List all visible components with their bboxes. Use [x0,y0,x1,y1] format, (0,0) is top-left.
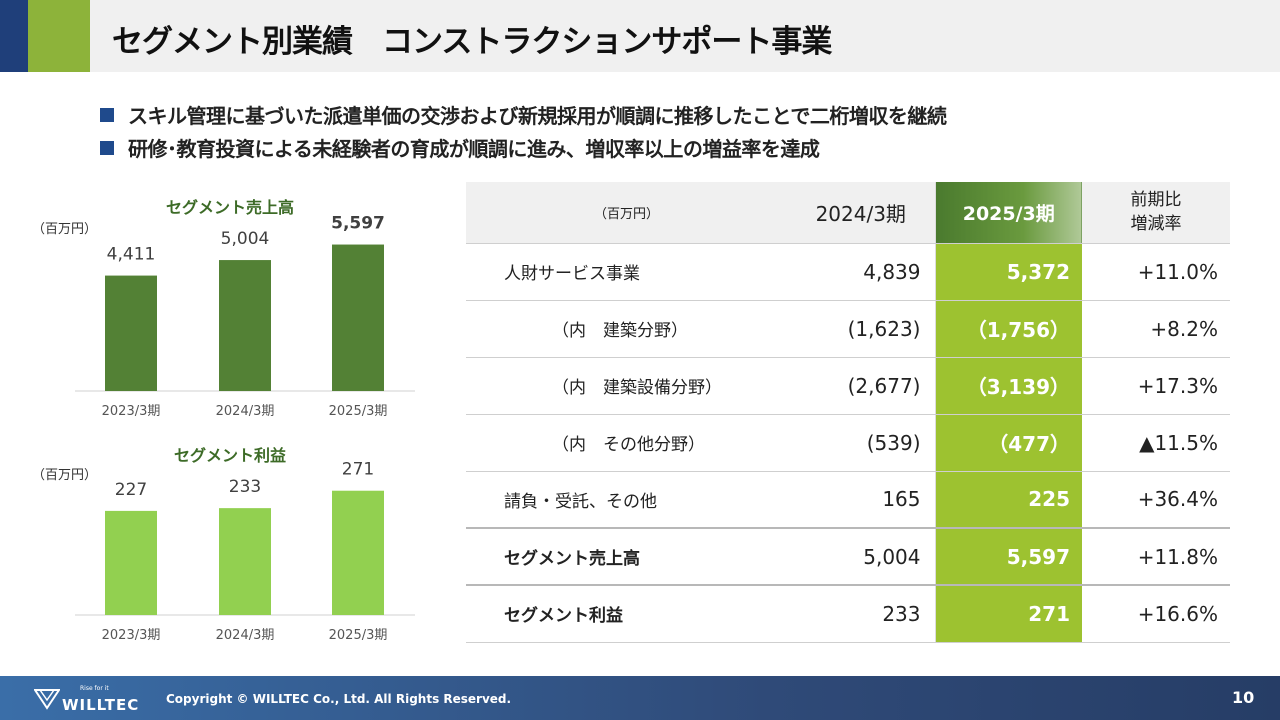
sales-chart-plot: 4,411 2023/3期 5,004 2024/3期 5,597 2025/3期 [75,214,415,419]
current-value: 271 [935,585,1082,643]
change-rate: +16.6% [1082,585,1230,643]
current-value: （1,756） [935,300,1082,358]
row-label: 請負・受託、その他 [466,471,787,529]
change-rate: ▲11.5% [1082,414,1230,472]
bar [105,510,157,615]
bar [219,508,271,615]
header-prev-period: 2024/3期 [787,182,936,244]
header-current-period: 2025/3期 [935,182,1082,244]
page-number: 10 [1232,688,1255,707]
bar [332,244,384,391]
bar-value-label: 5,597 [331,214,385,234]
logo-tagline: Rise for it [80,685,109,692]
change-rate: +11.0% [1082,243,1230,301]
x-tick-label: 2024/3期 [216,404,275,419]
current-value: 225 [935,471,1082,529]
current-value: （477） [935,414,1082,472]
current-value: 5,597 [935,528,1082,586]
bullet-list: スキル管理に基づいた派遣単価の交渉および新規採用が順調に推移したことで二桁増収を… [100,98,947,164]
row-label: セグメント利益 [466,585,787,643]
row-label: （内 建築設備分野） [466,357,787,415]
prev-value: 4,839 [787,243,936,301]
x-tick-label: 2023/3期 [102,404,161,419]
bullet-text: スキル管理に基づいた派遣単価の交渉および新規採用が順調に推移したことで二桁増収を… [128,104,947,128]
x-tick-label: 2023/3期 [102,628,161,643]
bullet-item: スキル管理に基づいた派遣単価の交渉および新規採用が順調に推移したことで二桁増収を… [100,98,947,131]
row-label: 人財サービス事業 [466,243,787,301]
table-row: 請負・受託、その他 165 225 +36.4% [466,471,1230,529]
square-bullet-icon [100,140,114,155]
profit-bar-chart: セグメント利益 （百万円） 227 2023/3期 233 2024/3期 271 202… [0,442,430,656]
slide-header: セグメント別業績 コンストラクションサポート事業 [0,0,1280,72]
profit-chart-plot: 227 2023/3期 233 2024/3期 271 2025/3期 [75,460,415,643]
sales-bar-chart: セグメント売上高 （百万円） 4,411 2023/3期 5,004 2024/3期 5… [0,194,430,430]
table-row: （内 建築設備分野） (2,677) （3,139） +17.3% [466,357,1230,415]
prev-value: 233 [787,585,936,643]
logo-text: WILLTEC [62,696,140,714]
bar [332,490,384,615]
change-rate: +36.4% [1082,471,1230,529]
table-header-row: （百万円） 2024/3期 2025/3期 前期比増減率 [466,182,1230,244]
table-row: （内 建築分野） (1,623) （1,756） +8.2% [466,300,1230,358]
prev-value: (539) [787,414,936,472]
current-value: （3,139） [935,357,1082,415]
prev-value: 5,004 [787,528,936,586]
willtec-logo-icon [34,689,60,710]
table-row: セグメント売上高 5,004 5,597 +11.8% [466,528,1230,586]
row-label: （内 建築分野） [466,300,787,358]
chart-unit: （百万円） [32,222,98,237]
change-rate: +11.8% [1082,528,1230,586]
slide-title: セグメント別業績 コンストラクションサポート事業 [112,24,832,60]
current-value: 5,372 [935,243,1082,301]
header-unit: （百万円） [466,182,787,244]
bar [105,275,157,391]
x-tick-label: 2025/3期 [329,404,388,419]
table-row: 人財サービス事業 4,839 5,372 +11.0% [466,243,1230,301]
header-rate: 前期比 増減率 [1082,182,1230,244]
table-row: （内 その他分野） (539) （477） ▲11.5% [466,414,1230,472]
prev-value: 165 [787,471,936,529]
bar-value-label: 4,411 [107,245,156,265]
x-tick-label: 2024/3期 [216,628,275,643]
table-row: セグメント利益 233 271 +16.6% [466,585,1230,643]
square-bullet-icon [100,107,114,122]
chart-title: セグメント利益 [173,446,286,465]
header-rate-line2: 増減率 [1130,214,1182,235]
change-rate: +8.2% [1082,300,1230,358]
chart-title: セグメント売上高 [165,198,294,217]
prev-value: (1,623) [787,300,936,358]
prev-value: (2,677) [787,357,936,415]
bullet-item: 研修･教育投資による未経験者の育成が順調に進み、増収率以上の増益率を達成 [100,131,946,164]
row-label: セグメント売上高 [466,528,787,586]
copyright-text: Copyright © WILLTEC Co., Ltd. All Rights… [166,692,512,706]
header-accent-green [28,0,90,72]
bullet-text: 研修･教育投資による未経験者の育成が順調に進み、増収率以上の増益率を達成 [128,137,820,161]
header-accent-blue [0,0,28,72]
bar-value-label: 5,004 [221,229,270,249]
segment-results-table: （百万円） 2024/3期 2025/3期 前期比増減率 人財サービス事業 4,8… [466,182,1230,643]
bar-value-label: 271 [342,460,374,480]
x-tick-label: 2025/3期 [329,628,388,643]
bar-value-label: 227 [115,480,147,500]
header-rate-line1: 前期比 [1130,190,1182,211]
chart-unit: （百万円） [32,468,98,483]
change-rate: +17.3% [1082,357,1230,415]
bar [219,260,271,391]
slide-footer: Rise for it WILLTEC Copyright © WILLTEC … [0,676,1280,720]
bar-value-label: 233 [229,477,261,497]
row-label: （内 その他分野） [466,414,787,472]
